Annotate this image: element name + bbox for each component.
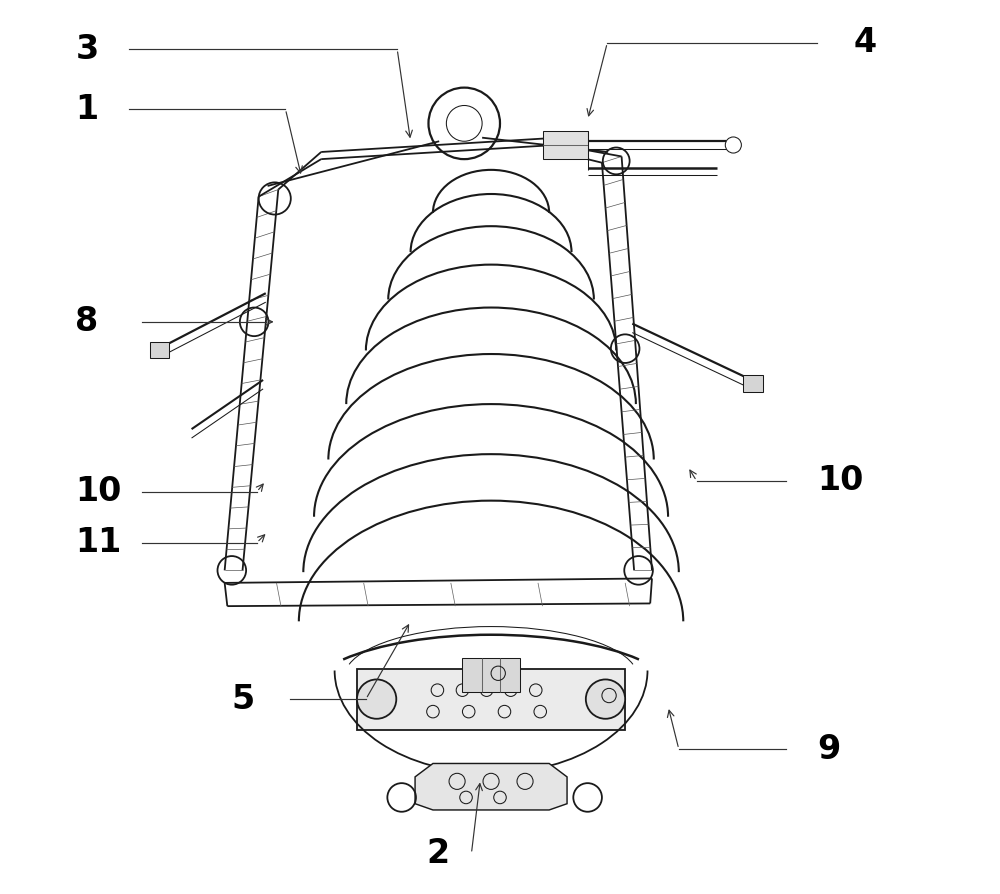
Bar [150,342,169,358]
Text: 8: 8 [75,306,99,338]
Text: 2: 2 [427,838,450,870]
Text: 1: 1 [75,93,98,125]
Circle shape [357,679,396,719]
Circle shape [586,679,625,719]
Text: 5: 5 [232,683,255,715]
Bar [543,131,588,159]
Text: 9: 9 [817,733,841,765]
Polygon shape [357,669,625,730]
Text: 3: 3 [75,33,99,65]
Polygon shape [415,763,567,810]
Text: 11: 11 [75,527,122,559]
Text: 10: 10 [817,465,864,497]
Bar [462,658,520,692]
Bar [743,375,763,392]
Text: 4: 4 [853,27,876,59]
Text: 10: 10 [75,476,122,508]
